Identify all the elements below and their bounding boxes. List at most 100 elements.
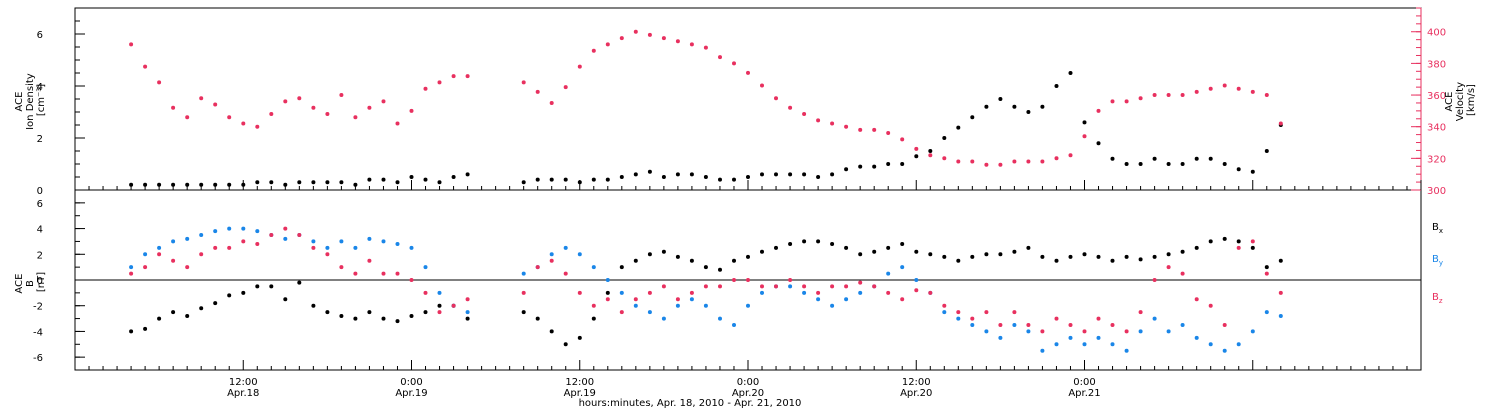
point-by — [661, 316, 666, 321]
top-point-pink — [1278, 121, 1283, 126]
xtick-label-time: 12:00 — [229, 377, 258, 388]
point-bz — [605, 297, 610, 302]
point-bz — [928, 290, 933, 295]
point-by — [563, 245, 568, 250]
point-bx — [577, 335, 582, 340]
point-bx — [1096, 254, 1101, 259]
top-point-black — [1082, 120, 1087, 125]
point-bx — [816, 239, 821, 244]
top-point-pink — [675, 39, 680, 44]
point-bx — [465, 316, 470, 321]
top-point-black — [647, 169, 652, 174]
top-ylabel: ACE Ion Density [cm⁻³] — [14, 70, 47, 130]
point-bx — [1026, 245, 1031, 250]
point-bz — [143, 265, 148, 270]
top-point-black — [732, 177, 736, 182]
top-ytick-label: 0 — [37, 186, 43, 197]
point-bx — [1194, 245, 1199, 250]
point-by — [255, 229, 260, 234]
point-bx — [1166, 252, 1171, 257]
top-point-black — [998, 97, 1003, 101]
point-bz — [339, 265, 344, 270]
top-point-pink — [605, 42, 610, 47]
point-bx — [760, 249, 764, 254]
point-bz — [816, 290, 821, 295]
point-bz — [269, 233, 274, 237]
top-point-pink — [886, 131, 891, 135]
point-bz — [129, 271, 134, 276]
top-point-black — [409, 175, 414, 179]
point-bx — [984, 252, 989, 257]
point-by — [956, 316, 961, 321]
top-point-pink — [199, 96, 204, 101]
point-bx — [255, 284, 260, 289]
top-point-pink — [1222, 83, 1227, 88]
top-point-black — [1264, 149, 1269, 153]
point-bx — [858, 252, 863, 257]
point-bx — [718, 267, 722, 272]
point-by — [437, 290, 442, 295]
top-point-pink — [563, 85, 568, 90]
point-bz — [409, 278, 414, 282]
top-point-pink — [451, 74, 456, 79]
point-bz — [1026, 323, 1031, 327]
point-by — [760, 290, 764, 295]
top-point-pink — [367, 105, 372, 110]
top-point-pink — [1264, 93, 1269, 97]
point-bx — [956, 258, 961, 263]
point-by — [1068, 335, 1073, 340]
point-by — [746, 303, 750, 308]
point-bz — [1082, 329, 1087, 334]
top-point-pink — [1236, 86, 1241, 91]
point-by — [549, 252, 554, 257]
top-point-pink — [143, 64, 148, 69]
point-by — [788, 284, 793, 289]
point-bz — [325, 252, 330, 257]
top-point-black — [633, 172, 638, 177]
point-by — [1208, 342, 1213, 347]
point-bz — [1068, 323, 1073, 327]
top-point-black — [521, 180, 526, 185]
point-by — [619, 290, 624, 295]
top-point-pink — [465, 74, 470, 79]
top-point-black — [1124, 162, 1129, 166]
xtick-label-date: Apr.20 — [732, 388, 764, 399]
point-bz — [1278, 290, 1283, 295]
top-point-pink — [984, 162, 989, 167]
point-by — [605, 278, 610, 282]
top-point-pink — [661, 36, 666, 41]
point-bx — [619, 265, 624, 270]
point-bx — [1012, 249, 1017, 254]
top-point-pink — [942, 156, 947, 161]
xtick-label-time: 0:00 — [1073, 377, 1095, 388]
legend-bz: Bz — [1432, 292, 1443, 305]
top-point-black — [535, 177, 540, 182]
point-bx — [1040, 254, 1045, 259]
point-bx — [998, 252, 1003, 257]
top-point-pink — [689, 42, 694, 47]
point-by — [970, 323, 975, 327]
point-bx — [1250, 245, 1255, 250]
top-point-black — [241, 182, 246, 187]
point-by — [185, 236, 190, 241]
top-point-black — [661, 175, 666, 179]
point-by — [423, 265, 428, 270]
point-bz — [1166, 265, 1171, 270]
xtick-label-time: 12:00 — [902, 377, 931, 388]
point-by — [1152, 316, 1157, 321]
top-point-pink — [549, 101, 554, 105]
top-point-black — [746, 175, 750, 179]
point-bz — [1040, 329, 1045, 334]
top-point-black — [1012, 104, 1017, 109]
point-bz — [577, 290, 582, 295]
point-by — [816, 297, 821, 302]
top-y2tick-label: 340 — [1427, 123, 1446, 134]
point-bz — [998, 323, 1003, 327]
top-point-pink — [1152, 93, 1157, 97]
point-by — [914, 278, 919, 282]
top-ytick-label: 2 — [37, 134, 43, 145]
top-point-pink — [647, 32, 652, 37]
top-point-pink — [227, 115, 232, 120]
top-point-pink — [353, 115, 358, 120]
